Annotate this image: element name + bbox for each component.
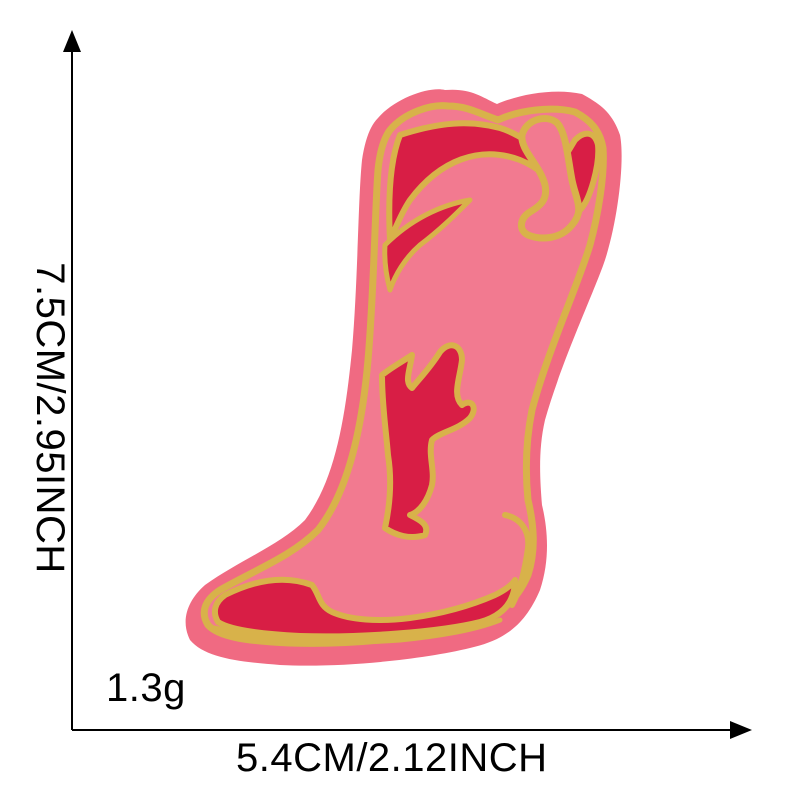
dimension-axes <box>63 30 752 739</box>
height-label: 7.5CM/2.95INCH <box>28 262 72 574</box>
right-arrow-icon <box>730 721 752 739</box>
boot-pull-strap <box>518 115 583 242</box>
width-label: 5.4CM/2.12INCH <box>236 736 548 780</box>
weight-label: 1.3g <box>106 666 186 710</box>
cowboy-boot-patch-icon <box>185 89 622 666</box>
boot-side-swoosh <box>382 197 473 293</box>
boot-toe-panel <box>211 576 518 640</box>
boot-heel <box>502 512 532 608</box>
boot-sole-line <box>212 617 503 645</box>
boot-flame-motif <box>379 342 477 540</box>
up-arrow-icon <box>63 30 81 52</box>
